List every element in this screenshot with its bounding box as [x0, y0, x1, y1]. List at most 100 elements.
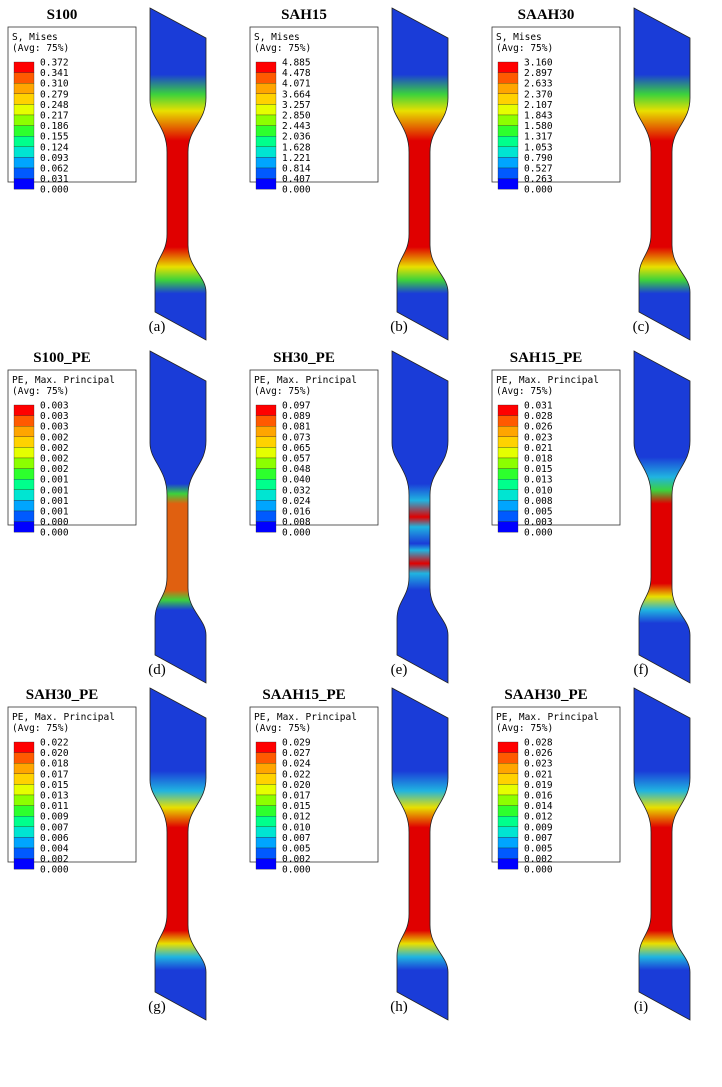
legend-swatch [13, 489, 35, 501]
legend-value: 0.248 [40, 100, 69, 111]
legend-header: (Avg: 75%) [496, 386, 553, 397]
legend-value: 0.007 [524, 833, 553, 844]
legend-swatch [497, 741, 519, 753]
legend-swatch [255, 72, 277, 84]
legend-value: 2.443 [282, 121, 311, 132]
legend-value: 4.478 [282, 68, 311, 79]
legend-value: 4.071 [282, 79, 311, 90]
legend-value: 1.580 [524, 121, 553, 132]
legend-swatch [255, 752, 277, 764]
legend-value: 0.018 [524, 454, 553, 465]
legend-swatch [13, 125, 35, 137]
legend-swatch [497, 157, 519, 169]
legend-swatch [255, 763, 277, 774]
legend-swatch [13, 146, 35, 158]
legend-value: 0.015 [282, 801, 311, 812]
legend-swatch [255, 167, 277, 179]
panel-caption: (d) [148, 662, 166, 678]
legend-value: 0.341 [40, 68, 69, 79]
legend-header: PE, Max. Principal [12, 712, 115, 723]
panel: S100_PE PE, Max. Principal(Avg: 75%) 0.003… [7, 350, 207, 684]
legend-value: 0.013 [40, 791, 69, 802]
legend-swatch [13, 404, 35, 416]
legend-swatch [497, 510, 519, 522]
legend-value: 1.843 [524, 111, 553, 122]
legend-value: 0.023 [524, 432, 553, 443]
legend-swatch [497, 83, 519, 94]
legend-swatch [255, 404, 277, 416]
legend-value: 0.002 [40, 464, 69, 475]
legend-value: 2.633 [524, 79, 553, 90]
legend-value: 0.027 [282, 748, 311, 759]
legend-value: 4.885 [282, 58, 311, 69]
legend-value: 1.317 [524, 132, 553, 143]
legend-value: 0.003 [40, 411, 69, 422]
panel-title: SAH15 [281, 7, 327, 23]
legend-header: (Avg: 75%) [254, 43, 311, 54]
legend-value: 0.017 [282, 791, 311, 802]
legend-swatch [255, 794, 277, 806]
legend-swatch [13, 500, 35, 512]
legend-value: 0.022 [282, 769, 311, 780]
legend-swatch [497, 436, 519, 448]
legend-header: PE, Max. Principal [496, 712, 599, 723]
legend-swatch [497, 457, 519, 469]
legend-value: 2.850 [282, 111, 311, 122]
legend-header: S, Mises [496, 32, 542, 43]
legend-swatch [497, 136, 519, 147]
legend-value: 0.000 [40, 517, 69, 528]
legend-swatch [255, 415, 277, 427]
legend-value: 0.001 [40, 507, 69, 518]
panel-caption: (f) [634, 662, 649, 678]
legend-swatch [497, 426, 519, 437]
legend-value: 0.001 [40, 496, 69, 507]
legend-value: 0.310 [40, 79, 69, 90]
legend-value: 0.002 [40, 454, 69, 465]
legend-value: 0.065 [282, 443, 311, 454]
legend-header: (Avg: 75%) [12, 386, 69, 397]
legend-swatch [497, 826, 519, 838]
legend-header: (Avg: 75%) [12, 43, 69, 54]
legend-swatch [13, 61, 35, 73]
legend-swatch [255, 847, 277, 859]
legend-header: S, Mises [254, 32, 300, 43]
legend-swatch [497, 847, 519, 859]
legend-value: 0.002 [40, 432, 69, 443]
legend-swatch [255, 479, 277, 490]
specimen-contour [633, 350, 691, 684]
legend-swatch [13, 858, 35, 870]
legend-value: 0.003 [40, 422, 69, 433]
legend-swatch [13, 741, 35, 753]
legend-value: 0.026 [524, 748, 553, 759]
legend-swatch [13, 436, 35, 448]
legend-swatch [497, 521, 519, 533]
legend-value: 0.002 [40, 443, 69, 454]
legend-value: 0.013 [524, 475, 553, 486]
legend-swatch [13, 457, 35, 469]
legend-swatch [13, 794, 35, 806]
specimen-contour [149, 687, 207, 1021]
legend-value: 0.081 [282, 422, 311, 433]
specimen-contour [149, 7, 207, 341]
legend-swatch [497, 415, 519, 427]
panel-title: SAAH30_PE [504, 687, 587, 703]
legend-value: 0.097 [282, 401, 311, 412]
legend-value: 0.003 [40, 401, 69, 412]
legend-value: 0.000 [282, 865, 311, 876]
legend-swatch [255, 468, 277, 480]
legend-value: 0.008 [282, 517, 311, 528]
legend-value: 0.032 [282, 485, 311, 496]
legend-value: 2.036 [282, 132, 311, 143]
legend-swatch [255, 447, 277, 459]
legend-value: 0.022 [40, 738, 69, 749]
legend-swatch [497, 837, 519, 849]
legend-swatch [13, 773, 35, 785]
legend-swatch [497, 752, 519, 764]
panel-caption: (a) [149, 319, 166, 335]
legend-swatch [13, 847, 35, 859]
legend-value: 0.005 [524, 844, 553, 855]
legend-value: 1.628 [282, 142, 311, 153]
legend-value: 0.010 [524, 485, 553, 496]
legend-value: 0.021 [524, 769, 553, 780]
legend-header: (Avg: 75%) [12, 723, 69, 734]
